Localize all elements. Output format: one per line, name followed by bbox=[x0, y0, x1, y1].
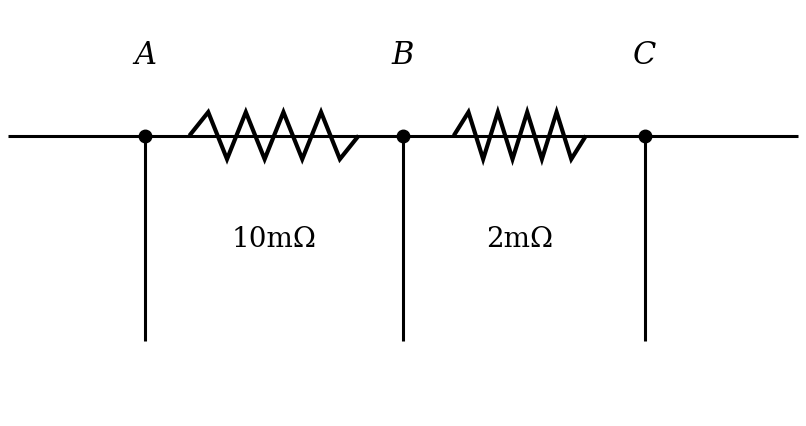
Text: 2mΩ: 2mΩ bbox=[486, 225, 554, 252]
Text: B: B bbox=[392, 40, 414, 71]
Text: A: A bbox=[134, 40, 156, 71]
Text: C: C bbox=[633, 40, 657, 71]
Text: 10mΩ: 10mΩ bbox=[231, 225, 317, 252]
